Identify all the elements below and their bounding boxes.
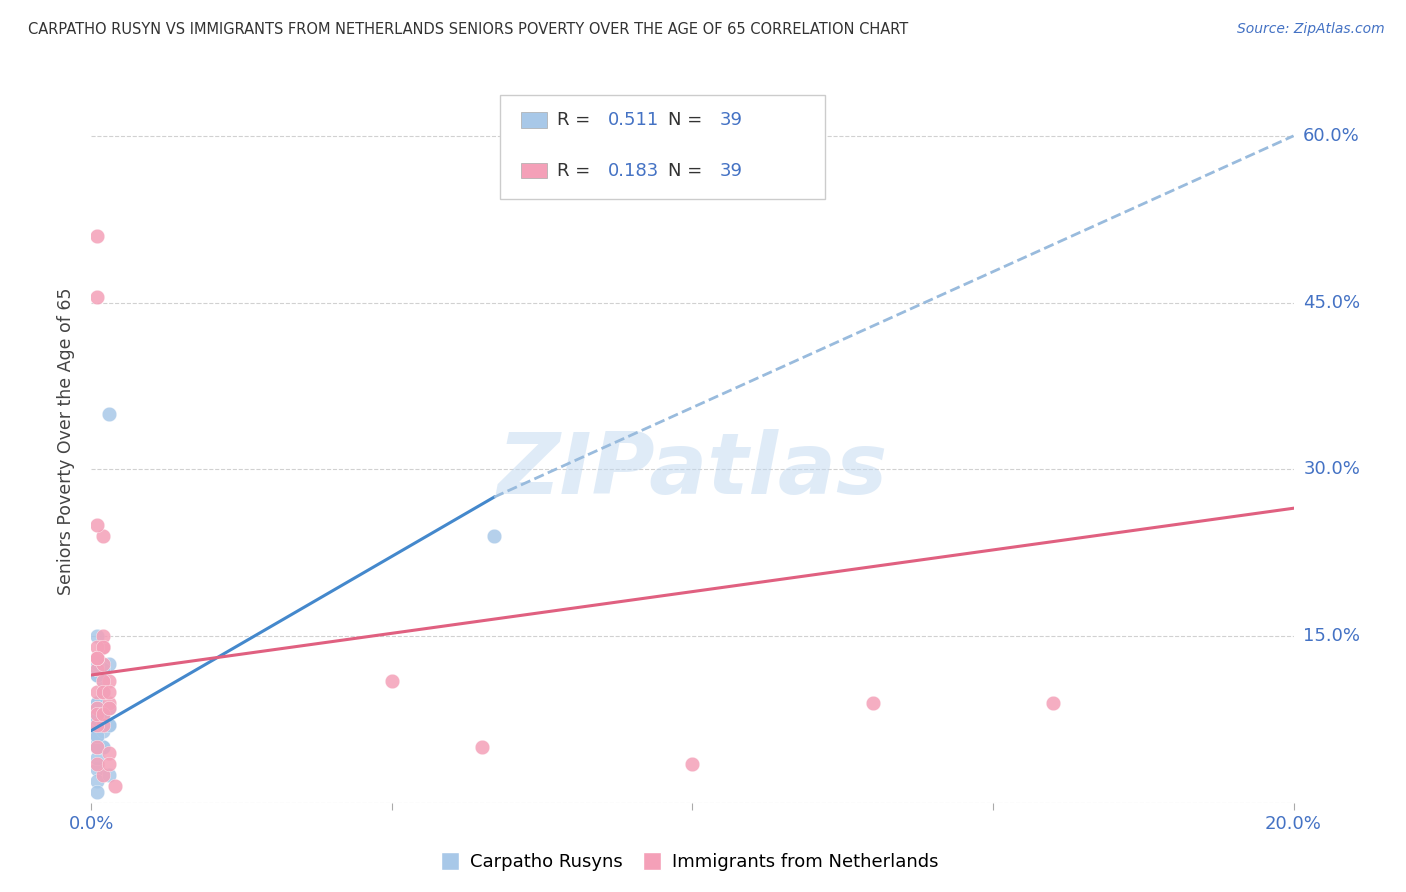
Point <box>86 701 108 715</box>
Point <box>86 701 108 715</box>
Point <box>98 684 121 698</box>
Text: N =: N = <box>668 111 709 128</box>
Text: CARPATHO RUSYN VS IMMIGRANTS FROM NETHERLANDS SENIORS POVERTY OVER THE AGE OF 65: CARPATHO RUSYN VS IMMIGRANTS FROM NETHER… <box>28 22 908 37</box>
Text: N =: N = <box>668 161 709 179</box>
Point <box>86 740 108 755</box>
Point <box>93 684 115 698</box>
Point <box>86 651 108 665</box>
Point <box>98 768 121 782</box>
Point <box>86 696 108 710</box>
Point <box>86 756 108 771</box>
Point <box>98 746 121 760</box>
Point <box>93 706 115 721</box>
Point <box>93 640 115 655</box>
FancyBboxPatch shape <box>501 95 825 200</box>
Point <box>86 740 108 755</box>
Text: 39: 39 <box>720 111 744 128</box>
Y-axis label: Seniors Poverty Over the Age of 65: Seniors Poverty Over the Age of 65 <box>58 288 76 595</box>
Point <box>86 723 108 738</box>
Point <box>98 718 121 732</box>
Point <box>93 723 115 738</box>
Point <box>93 640 115 655</box>
Point <box>86 662 108 676</box>
Point <box>93 662 115 676</box>
Point <box>86 763 108 777</box>
Point <box>86 773 108 788</box>
Point <box>86 740 108 755</box>
Point <box>86 657 108 671</box>
Point <box>86 729 108 743</box>
Point <box>86 651 108 665</box>
Point <box>86 651 108 665</box>
Legend: Carpatho Rusyns, Immigrants from Netherlands: Carpatho Rusyns, Immigrants from Netherl… <box>433 847 945 879</box>
Point <box>86 662 108 676</box>
Point <box>98 756 121 771</box>
Point <box>98 701 121 715</box>
Point <box>93 706 115 721</box>
Text: 39: 39 <box>720 161 744 179</box>
Bar <box>520 162 547 178</box>
Point <box>86 290 108 304</box>
Point <box>93 718 115 732</box>
Point <box>681 756 703 771</box>
Point <box>93 673 115 688</box>
Text: R =: R = <box>557 161 596 179</box>
Point <box>86 629 108 643</box>
Point <box>93 629 115 643</box>
Point <box>86 713 108 727</box>
Point <box>86 729 108 743</box>
Point <box>104 779 127 793</box>
Point <box>98 701 121 715</box>
Point <box>93 684 115 698</box>
Text: ZIPatlas: ZIPatlas <box>498 429 887 512</box>
Point <box>471 740 494 755</box>
Point <box>482 529 505 543</box>
Point <box>86 517 108 532</box>
Point <box>93 529 115 543</box>
Text: 60.0%: 60.0% <box>1303 127 1360 145</box>
Point <box>86 696 108 710</box>
Text: 15.0%: 15.0% <box>1303 627 1360 645</box>
Point <box>862 696 884 710</box>
Point <box>93 768 115 782</box>
Point <box>86 668 108 682</box>
Point <box>86 713 108 727</box>
Point <box>93 673 115 688</box>
Text: Source: ZipAtlas.com: Source: ZipAtlas.com <box>1237 22 1385 37</box>
Text: 30.0%: 30.0% <box>1303 460 1360 478</box>
Point <box>98 718 121 732</box>
Point <box>86 706 108 721</box>
Point <box>86 734 108 748</box>
Point <box>86 684 108 698</box>
Point <box>86 718 108 732</box>
Point <box>98 657 121 671</box>
Bar <box>520 112 547 128</box>
Point <box>98 696 121 710</box>
Point <box>381 673 404 688</box>
Point <box>98 673 121 688</box>
Point <box>93 640 115 655</box>
Text: R =: R = <box>557 111 596 128</box>
Point <box>86 785 108 799</box>
Point <box>86 668 108 682</box>
Point <box>86 718 108 732</box>
Point <box>93 684 115 698</box>
Point <box>86 729 108 743</box>
Point <box>93 706 115 721</box>
Point <box>86 228 108 243</box>
Point <box>86 640 108 655</box>
Text: 0.183: 0.183 <box>609 161 659 179</box>
Point <box>93 740 115 755</box>
Point <box>93 657 115 671</box>
Point <box>86 706 108 721</box>
Point <box>93 684 115 698</box>
Point <box>86 751 108 765</box>
Text: 0.511: 0.511 <box>609 111 659 128</box>
Point <box>86 651 108 665</box>
Point <box>1042 696 1064 710</box>
Point <box>98 407 121 421</box>
Text: 45.0%: 45.0% <box>1303 293 1361 311</box>
Point <box>93 740 115 755</box>
